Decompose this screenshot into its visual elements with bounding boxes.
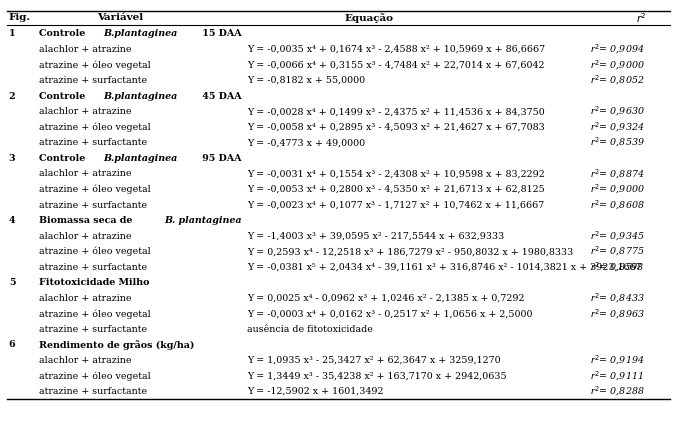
Text: Y = -0,0023 x⁴ + 0,1077 x³ - 1,7127 x² + 10,7462 x + 11,6667: Y = -0,0023 x⁴ + 0,1077 x³ - 1,7127 x² +… (247, 200, 544, 210)
Text: $r^2$= 0,8433: $r^2$= 0,8433 (590, 292, 645, 305)
Text: $r^2$= 0,8608: $r^2$= 0,8608 (590, 198, 645, 212)
Text: B.plantaginea: B.plantaginea (103, 154, 177, 163)
Text: Y = -0,0053 x⁴ + 0,2800 x³ - 4,5350 x² + 21,6713 x + 62,8125: Y = -0,0053 x⁴ + 0,2800 x³ - 4,5350 x² +… (247, 185, 545, 194)
Text: atrazine + óleo vegetal: atrazine + óleo vegetal (39, 185, 151, 194)
Text: 3: 3 (9, 154, 16, 163)
Text: Y = -0,0381 x⁵ + 2,0434 x⁴ - 39,1161 x³ + 316,8746 x² - 1014,3821 x + 3923,1667: Y = -0,0381 x⁵ + 2,0434 x⁴ - 39,1161 x³ … (247, 263, 642, 272)
Text: $r^2$= 0,8874: $r^2$= 0,8874 (590, 167, 645, 181)
Text: Y = -1,4003 x³ + 39,0595 x² - 217,5544 x + 632,9333: Y = -1,4003 x³ + 39,0595 x² - 217,5544 x… (247, 232, 504, 241)
Text: Rendimento de grãos (kg/ha): Rendimento de grãos (kg/ha) (39, 340, 195, 350)
Text: Fig.: Fig. (9, 13, 31, 22)
Text: Variável: Variável (97, 13, 144, 22)
Text: Y = -0,0031 x⁴ + 0,1554 x³ - 2,4308 x² + 10,9598 x + 83,2292: Y = -0,0031 x⁴ + 0,1554 x³ - 2,4308 x² +… (247, 169, 545, 178)
Text: atrazine + surfactante: atrazine + surfactante (39, 263, 148, 272)
Text: alachlor + atrazine: alachlor + atrazine (39, 356, 132, 365)
Text: alachlor + atrazine: alachlor + atrazine (39, 232, 132, 241)
Text: Y = 0,2593 x⁴ - 12,2518 x³ + 186,7279 x² - 950,8032 x + 1980,8333: Y = 0,2593 x⁴ - 12,2518 x³ + 186,7279 x²… (247, 247, 573, 256)
Text: Y = -0,0028 x⁴ + 0,1499 x³ - 2,4375 x² + 11,4536 x + 84,3750: Y = -0,0028 x⁴ + 0,1499 x³ - 2,4375 x² +… (247, 107, 545, 116)
Text: $r^2$= 0,8598: $r^2$= 0,8598 (590, 260, 645, 274)
Text: Fitotoxicidade Milho: Fitotoxicidade Milho (39, 278, 150, 287)
Text: Y = -0,0003 x⁴ + 0,0162 x³ - 0,2517 x² + 1,0656 x + 2,5000: Y = -0,0003 x⁴ + 0,0162 x³ - 0,2517 x² +… (247, 309, 533, 318)
Text: $r^2$= 0,8288: $r^2$= 0,8288 (590, 385, 645, 398)
Text: atrazine + surfactante: atrazine + surfactante (39, 325, 148, 334)
Text: $r^2$: $r^2$ (636, 11, 647, 25)
Text: alachlor + atrazine: alachlor + atrazine (39, 45, 132, 54)
Text: $r^2$= 0,9000: $r^2$= 0,9000 (590, 58, 645, 72)
Text: Y = -0,0066 x⁴ + 0,3155 x³ - 4,7484 x² + 22,7014 x + 67,6042: Y = -0,0066 x⁴ + 0,3155 x³ - 4,7484 x² +… (247, 60, 544, 70)
Text: $r^2$= 0,9094: $r^2$= 0,9094 (590, 43, 645, 56)
Text: alachlor + atrazine: alachlor + atrazine (39, 169, 132, 178)
Text: Y = 1,3449 x³ - 35,4238 x² + 163,7170 x + 2942,0635: Y = 1,3449 x³ - 35,4238 x² + 163,7170 x … (247, 372, 506, 381)
Text: $r^2$= 0,9111: $r^2$= 0,9111 (590, 369, 644, 383)
Text: 6: 6 (9, 340, 16, 349)
Text: Y = -0,0035 x⁴ + 0,1674 x³ - 2,4588 x² + 10,5969 x + 86,6667: Y = -0,0035 x⁴ + 0,1674 x³ - 2,4588 x² +… (247, 45, 545, 54)
Text: ausência de fitotoxicidade: ausência de fitotoxicidade (247, 325, 373, 334)
Text: atrazine + óleo vegetal: atrazine + óleo vegetal (39, 123, 151, 132)
Text: alachlor + atrazine: alachlor + atrazine (39, 107, 132, 116)
Text: $r^2$= 0,9630: $r^2$= 0,9630 (590, 105, 645, 118)
Text: B. plantaginea: B. plantaginea (164, 216, 242, 225)
Text: Y = -0,4773 x + 49,0000: Y = -0,4773 x + 49,0000 (247, 138, 365, 147)
Text: Y = -0,8182 x + 55,0000: Y = -0,8182 x + 55,0000 (247, 76, 365, 85)
Text: atrazine + surfactante: atrazine + surfactante (39, 76, 148, 85)
Text: atrazine + óleo vegetal: atrazine + óleo vegetal (39, 372, 151, 381)
Text: 5: 5 (9, 278, 16, 287)
Text: Biomassa seca de: Biomassa seca de (39, 216, 136, 225)
Text: 15 DAA: 15 DAA (199, 29, 242, 38)
Text: atrazine + óleo vegetal: atrazine + óleo vegetal (39, 60, 151, 70)
Text: $r^2$= 0,8052: $r^2$= 0,8052 (590, 74, 645, 87)
Text: B.plantaginea: B.plantaginea (103, 29, 177, 38)
Text: atrazine + óleo vegetal: atrazine + óleo vegetal (39, 309, 151, 319)
Text: 4: 4 (9, 216, 16, 225)
Text: $r^2$= 0,9324: $r^2$= 0,9324 (590, 121, 645, 134)
Text: $r^2$= 0,9000: $r^2$= 0,9000 (590, 183, 645, 196)
Text: alachlor + atrazine: alachlor + atrazine (39, 294, 132, 303)
Text: 45 DAA: 45 DAA (199, 92, 242, 101)
Text: Equação: Equação (345, 13, 393, 22)
Text: Controle: Controle (39, 92, 89, 101)
Text: $r^2$= 0,8963: $r^2$= 0,8963 (590, 307, 645, 321)
Text: Y = 1,0935 x³ - 25,3427 x² + 62,3647 x + 3259,1270: Y = 1,0935 x³ - 25,3427 x² + 62,3647 x +… (247, 356, 501, 365)
Text: atrazine + óleo vegetal: atrazine + óleo vegetal (39, 247, 151, 257)
Text: Controle: Controle (39, 29, 89, 38)
Text: atrazine + surfactante: atrazine + surfactante (39, 138, 148, 147)
Text: $r^2$= 0,9194: $r^2$= 0,9194 (590, 354, 645, 367)
Text: $r^2$= 0,8775: $r^2$= 0,8775 (590, 245, 645, 258)
Text: 1: 1 (9, 29, 16, 38)
Text: atrazine + surfactante: atrazine + surfactante (39, 387, 148, 396)
Text: 95 DAA: 95 DAA (199, 154, 242, 163)
Text: B.plantaginea: B.plantaginea (103, 92, 177, 101)
Text: $r^2$= 0,9345: $r^2$= 0,9345 (590, 229, 645, 243)
Text: $r^2$= 0,8539: $r^2$= 0,8539 (590, 136, 645, 149)
Text: Y = -0,0058 x⁴ + 0,2895 x³ - 4,5093 x² + 21,4627 x + 67,7083: Y = -0,0058 x⁴ + 0,2895 x³ - 4,5093 x² +… (247, 123, 545, 132)
Text: Y = -12,5902 x + 1601,3492: Y = -12,5902 x + 1601,3492 (247, 387, 384, 396)
Text: atrazine + surfactante: atrazine + surfactante (39, 200, 148, 210)
Text: Controle: Controle (39, 154, 89, 163)
Text: Y = 0,0025 x⁴ - 0,0962 x³ + 1,0246 x² - 2,1385 x + 0,7292: Y = 0,0025 x⁴ - 0,0962 x³ + 1,0246 x² - … (247, 294, 525, 303)
Text: 2: 2 (9, 92, 16, 101)
